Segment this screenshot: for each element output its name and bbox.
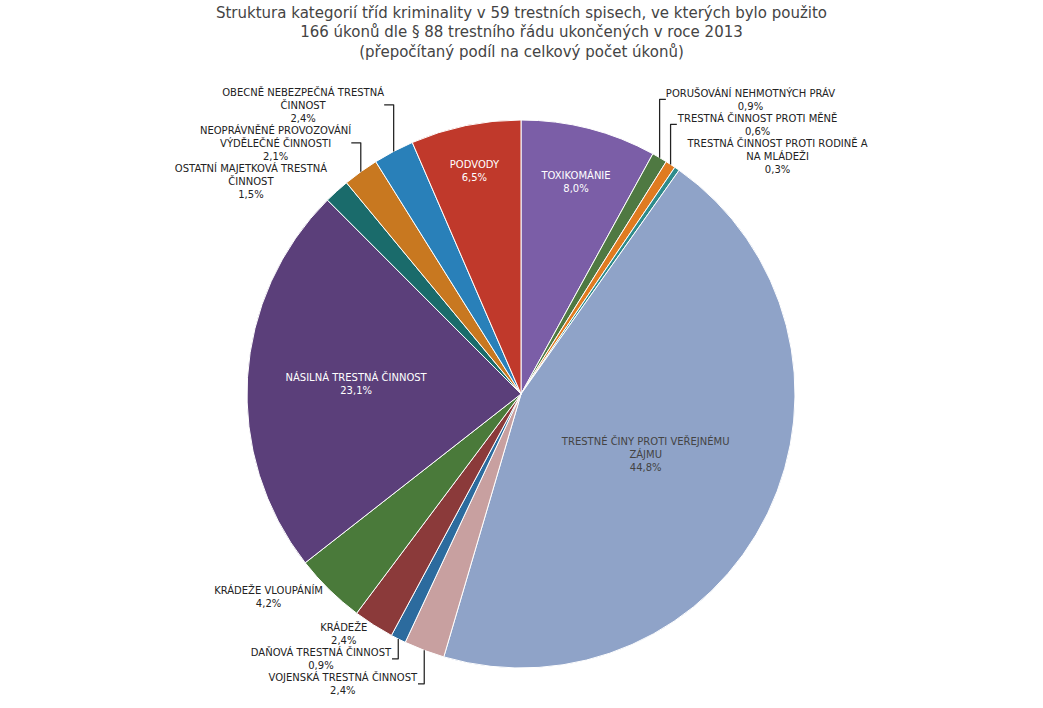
svg-text:TRESTNÁ ČINNOST PROTI RODINĚ A: TRESTNÁ ČINNOST PROTI RODINĚ ANA MLÁDEŽI… xyxy=(687,137,868,175)
svg-text:NÁSILNÁ TRESTNÁ ČINNOST23,1%: NÁSILNÁ TRESTNÁ ČINNOST23,1% xyxy=(285,371,427,396)
svg-text:TRESTNÉ ČINY PROTI VEŘEJNÉMUZÁ: TRESTNÉ ČINY PROTI VEŘEJNÉMUZÁJMU44,8% xyxy=(561,435,730,473)
svg-text:KRÁDEŽE2,4%: KRÁDEŽE2,4% xyxy=(320,621,367,646)
svg-text:TOXIKOMÁNIE8,0%: TOXIKOMÁNIE8,0% xyxy=(540,169,610,194)
svg-text:DAŇOVÁ TRESTNÁ ČINNOST0,9%: DAŇOVÁ TRESTNÁ ČINNOST0,9% xyxy=(251,646,392,671)
svg-text:TRESTNÁ ČINNOST PROTI MĚNĚ0,6%: TRESTNÁ ČINNOST PROTI MĚNĚ0,6% xyxy=(677,112,838,137)
svg-text:PORUŠOVÁNÍ NEHMOTNÝCH PRÁV0,9%: PORUŠOVÁNÍ NEHMOTNÝCH PRÁV0,9% xyxy=(666,87,835,112)
svg-text:KRÁDEŽE VLOUPÁNÍM4,2%: KRÁDEŽE VLOUPÁNÍM4,2% xyxy=(214,584,323,609)
svg-text:OBECNĚ NEBEZPEČNÁ TRESTNÁČINNO: OBECNĚ NEBEZPEČNÁ TRESTNÁČINNOST2,4% xyxy=(222,86,384,124)
svg-text:PODVODY6,5%: PODVODY6,5% xyxy=(450,159,500,183)
svg-text:OSTATNÍ MAJETKOVÁ TRESTNÁČINNO: OSTATNÍ MAJETKOVÁ TRESTNÁČINNOST1,5% xyxy=(175,162,327,200)
svg-text:Struktura kategorií tříd krimi: Struktura kategorií tříd kriminality v 5… xyxy=(216,4,827,61)
svg-text:NEOPRÁVNĚNÉ PROVOZOVÁNÍVÝDĚLEČ: NEOPRÁVNĚNÉ PROVOZOVÁNÍVÝDĚLEČNÉ ČINNOST… xyxy=(200,124,351,162)
svg-text:VOJENSKÁ TRESTNÁ ČINNOST2,4%: VOJENSKÁ TRESTNÁ ČINNOST2,4% xyxy=(269,671,418,696)
